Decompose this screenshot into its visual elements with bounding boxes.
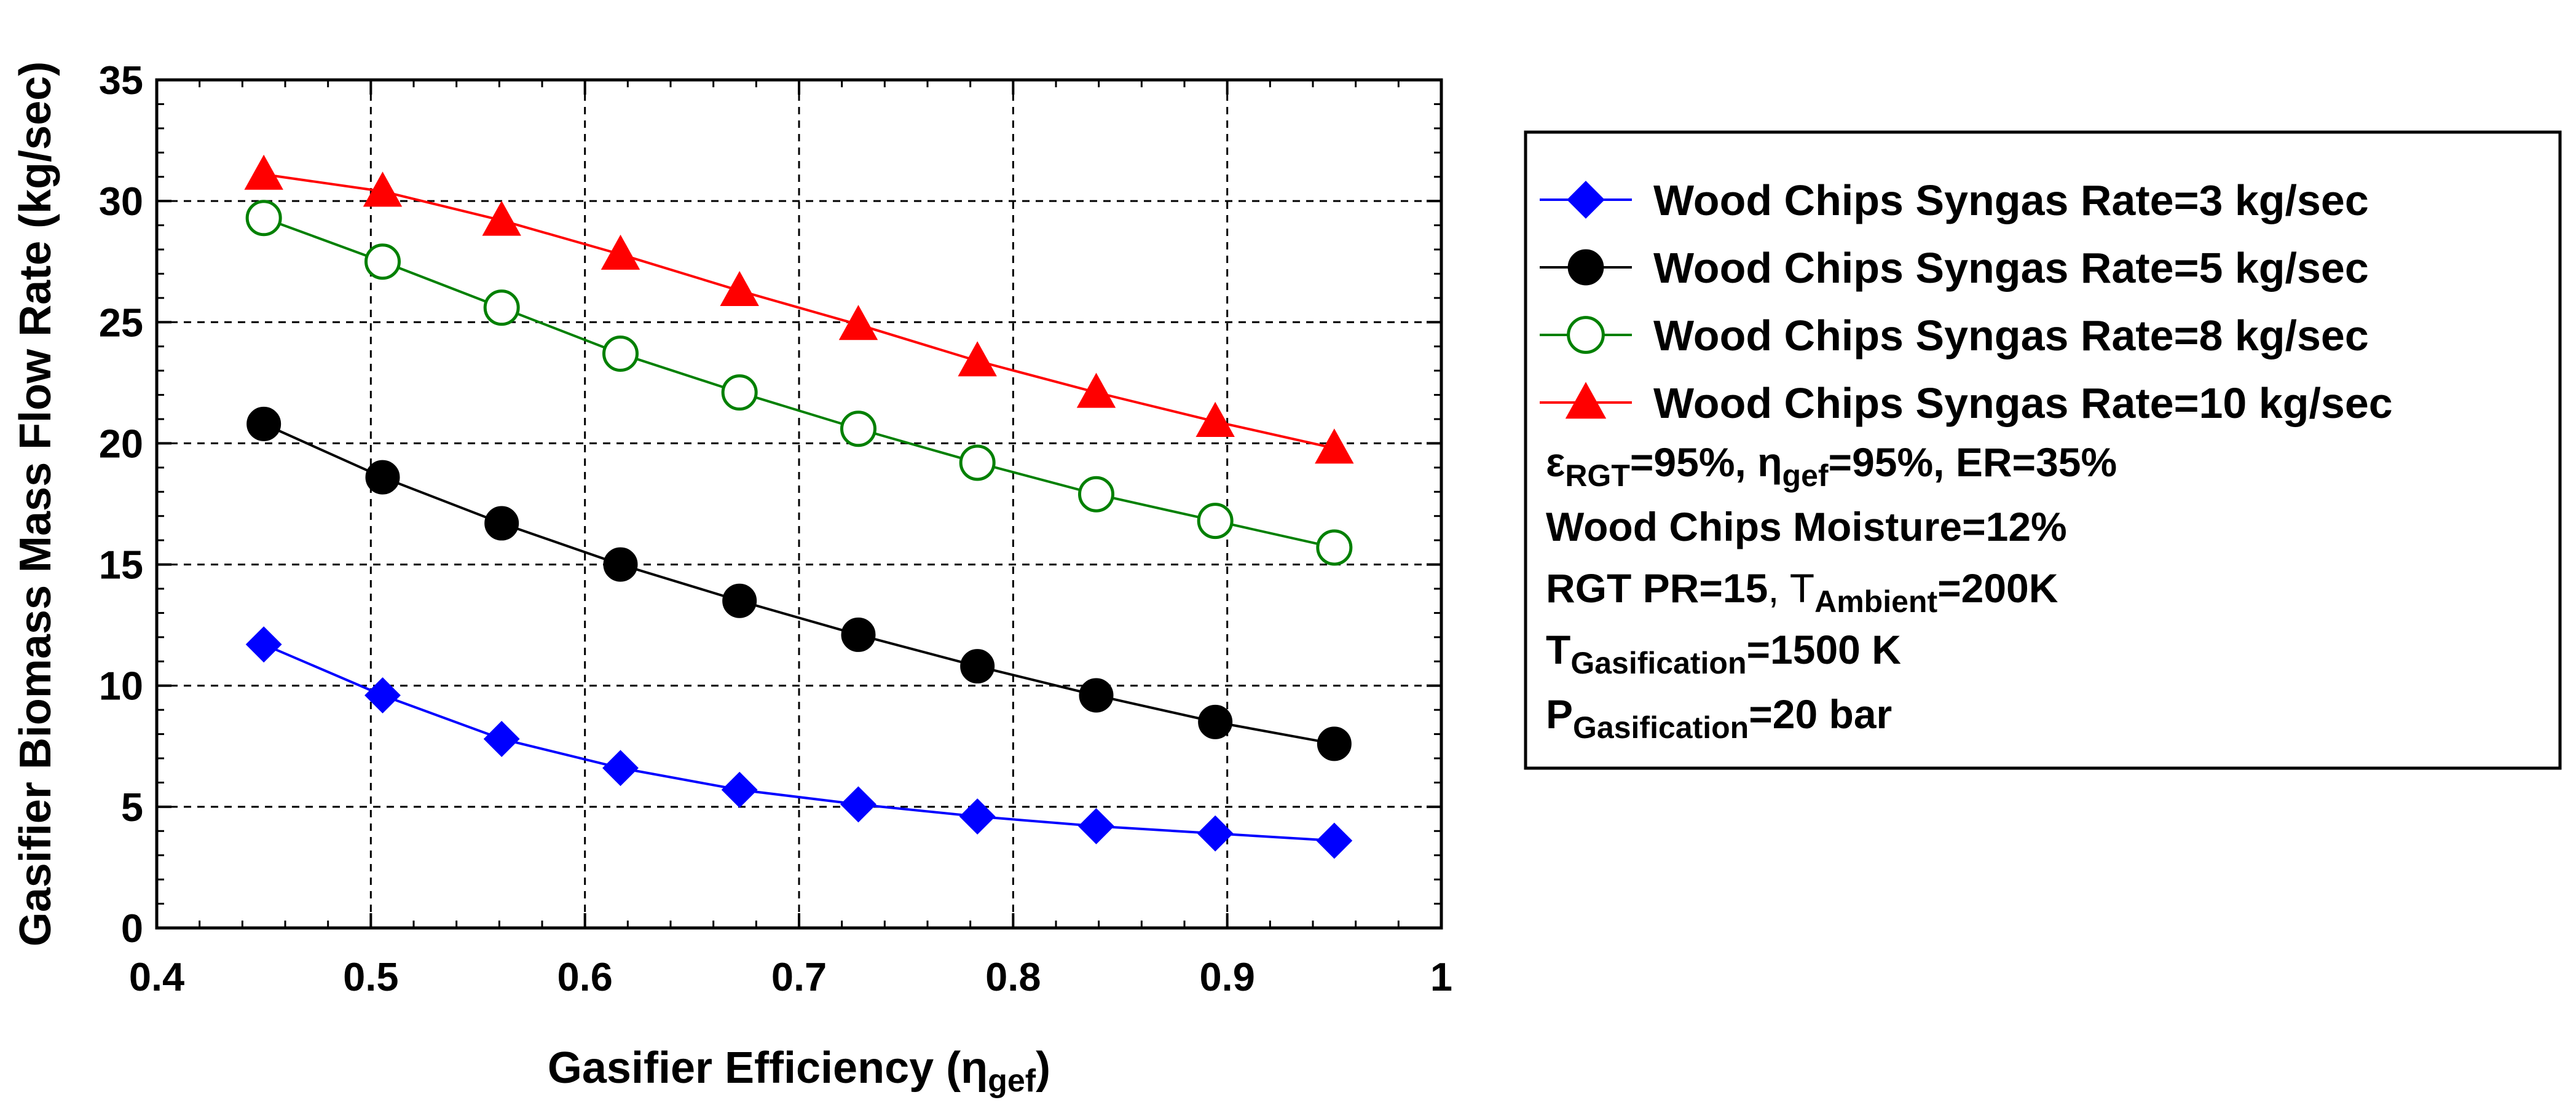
series-line [263,643,1334,843]
legend-notes: εRGT=95%, ηgef=95%, ER=35% Wood Chips Moi… [1546,439,2117,745]
data-point-diamond [1316,822,1353,859]
data-point-diamond [1567,181,1605,219]
x-tick-label: 0.7 [771,954,827,999]
legend-entry-0: Wood Chips Syngas Rate=3 kg/sec [1540,176,2369,224]
y-tick-label: 25 [99,300,143,345]
data-point-triangle [601,234,640,270]
data-point-circle [960,649,995,684]
x-tick-label: 0.8 [985,954,1041,999]
data-point-circle [1079,678,1114,713]
y-axis-label: Gasifier Biomass Mass Flow Rate (kg/sec) [11,61,60,947]
data-point-diamond [602,750,639,787]
y-tick-label: 35 [99,58,143,103]
data-point-circle [841,617,876,652]
note-gasification-temp: TGasification=1500 K [1546,627,1901,680]
data-point-circle [1567,249,1604,286]
series-line [263,173,1335,450]
series-line [263,216,1335,549]
series-1 [246,406,1352,761]
data-point-diamond [483,721,520,757]
series-0 [245,626,1353,859]
data-point-open-circle [840,411,876,447]
y-tick-label: 15 [99,543,143,587]
data-point-diamond [840,786,876,823]
legend-box [1524,130,2562,770]
data-point-circle [603,547,638,582]
data-point-open-circle [959,444,996,481]
note-efficiencies: εRGT=95%, ηgef=95%, ER=35% [1546,439,2117,493]
data-point-triangle [363,171,403,207]
data-point-triangle [1315,428,1354,464]
data-point-circle [1198,704,1233,739]
x-axis-label: Gasifier Efficiency (ηgef) [548,1043,1050,1099]
x-tick-label: 1 [1430,954,1452,999]
data-point-diamond [1197,815,1234,852]
data-point-triangle [720,270,759,307]
legend-label: Wood Chips Syngas Rate=5 kg/sec [1653,244,2369,292]
legend-entry-2: Wood Chips Syngas Rate=8 kg/sec [1540,312,2369,360]
grid-lines [157,80,1441,928]
data-point-triangle [1076,372,1116,408]
data-point-circle [365,460,400,495]
data-point-open-circle [602,336,639,372]
data-point-open-circle [1077,476,1114,513]
y-tick-label: 5 [121,785,143,830]
y-tick-label: 0 [121,906,143,951]
note-gasification-pressure: PGasification=20 bar [1546,691,1892,745]
note-pressure-ratio: RGT PR=15, TAmbient=200K [1546,565,2058,619]
x-tick-label: 0.5 [343,954,398,999]
y-tick-label: 30 [99,179,143,224]
data-point-open-circle [483,289,520,326]
data-point-triangle [244,154,283,190]
note-moisture: Wood Chips Moisture=12% [1546,504,2067,549]
data-point-triangle [958,341,997,377]
series-3 [244,154,1354,464]
legend-entry-1: Wood Chips Syngas Rate=5 kg/sec [1540,244,2369,292]
data-point-diamond [245,626,282,663]
y-tick-label: 20 [99,421,143,466]
legend: Wood Chips Syngas Rate=3 kg/sec Wood Chip… [1540,176,2393,427]
legend-label: Wood Chips Syngas Rate=10 kg/sec [1653,379,2393,427]
data-point-open-circle [1567,316,1605,354]
legend-label: Wood Chips Syngas Rate=3 kg/sec [1653,176,2369,224]
data-point-open-circle [721,374,758,411]
data-point-diamond [959,798,996,835]
legend-entry-3: Wood Chips Syngas Rate=10 kg/sec [1540,379,2393,427]
data-series [244,154,1354,859]
data-point-diamond [1078,807,1114,844]
data-point-open-circle [245,200,282,237]
x-tick-label: 0.6 [557,954,612,999]
data-point-triangle [838,305,878,340]
legend-label: Wood Chips Syngas Rate=8 kg/sec [1653,312,2369,360]
y-tick-label: 10 [99,664,143,709]
data-point-diamond [721,771,758,808]
data-point-circle [722,583,757,618]
data-point-open-circle [364,243,401,280]
data-point-open-circle [1316,529,1353,566]
x-tick-label: 0.4 [129,954,184,999]
data-point-open-circle [1197,503,1234,540]
data-point-circle [1317,726,1352,761]
data-point-triangle [482,200,521,236]
data-point-triangle [1195,401,1235,437]
data-point-diamond [364,677,401,713]
data-point-circle [484,506,519,541]
data-point-triangle [1565,382,1607,419]
x-tick-label: 0.9 [1199,954,1255,999]
series-2 [245,200,1353,566]
data-point-circle [246,406,282,441]
series-line [263,423,1335,745]
